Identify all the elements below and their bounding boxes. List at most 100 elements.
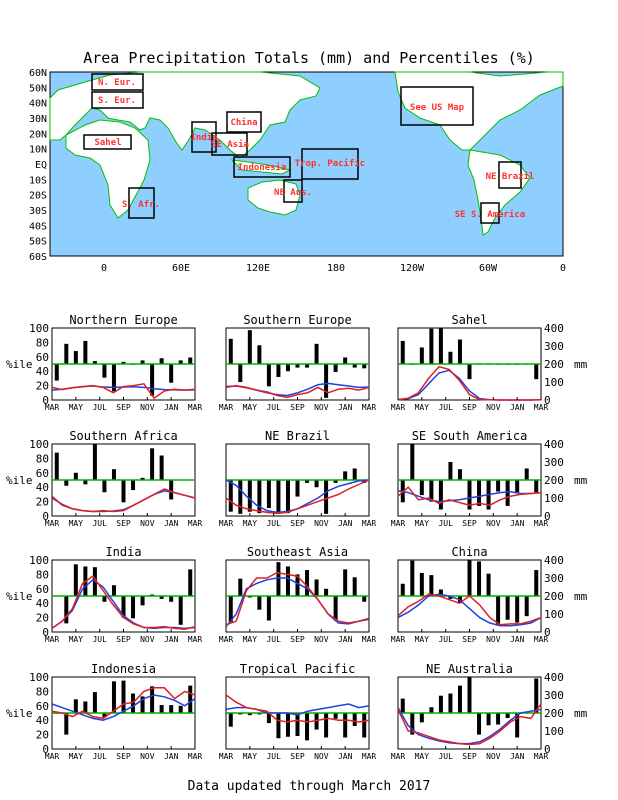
percentile-bar bbox=[467, 364, 472, 380]
map-lon-label: 0 bbox=[101, 263, 107, 274]
percentile-bar bbox=[410, 713, 415, 735]
month-label: MAY bbox=[415, 403, 430, 412]
month-label: MAR bbox=[391, 635, 406, 644]
percentile-bar bbox=[102, 596, 107, 602]
percentile-bar bbox=[400, 583, 405, 596]
percentile-bar bbox=[121, 361, 126, 364]
month-label: JAN bbox=[338, 635, 353, 644]
map-region-box bbox=[400, 86, 474, 126]
percentile-bar bbox=[324, 364, 329, 398]
percentile-bar bbox=[448, 351, 453, 364]
percentile-bar bbox=[276, 480, 281, 514]
month-label: SEP bbox=[116, 752, 131, 761]
percentile-bar bbox=[496, 480, 501, 492]
map-lon-labels: 0 60E 120E 180 120W 60W 0 bbox=[101, 263, 566, 274]
percentile-bar bbox=[64, 343, 69, 364]
percentile-bar bbox=[276, 713, 281, 739]
month-label: JUL bbox=[92, 752, 107, 761]
panel-title: NE Brazil bbox=[265, 429, 330, 443]
right-tick-label: 100 bbox=[544, 376, 564, 389]
left-tick-label: 40 bbox=[36, 597, 49, 610]
percentile-bar bbox=[159, 358, 164, 364]
panel-title: NE Australia bbox=[426, 662, 513, 676]
percentile-bar bbox=[285, 713, 290, 737]
month-label: JUL bbox=[438, 752, 453, 761]
map-region-label: NE Brazil bbox=[486, 171, 535, 182]
month-label: MAR bbox=[534, 635, 549, 644]
percentile-bar bbox=[324, 480, 329, 514]
map-region-box bbox=[226, 111, 262, 133]
month-label: JAN bbox=[510, 752, 525, 761]
panel: Tropical Pacific MAR MAY JUL SEP NOV JAN MAR bbox=[219, 662, 377, 761]
observed-mm-line bbox=[51, 488, 196, 513]
right-tick-label: 400 bbox=[544, 554, 564, 567]
left-tick-label: 80 bbox=[36, 685, 49, 698]
percentile-bar bbox=[266, 596, 271, 621]
left-tick-label: 0 bbox=[42, 394, 49, 407]
right-axis-label: mm bbox=[574, 474, 588, 487]
percentile-bar bbox=[169, 596, 174, 602]
percentile-bar bbox=[343, 569, 348, 596]
month-label: SEP bbox=[462, 403, 477, 412]
percentile-bar bbox=[131, 693, 136, 713]
map-region-box bbox=[128, 187, 155, 219]
left-tick-label: 60 bbox=[36, 351, 49, 364]
right-tick-label: 400 bbox=[544, 438, 564, 451]
month-label: SEP bbox=[116, 519, 131, 528]
map-lon-label: 120E bbox=[246, 263, 270, 274]
percentile-bar bbox=[314, 343, 319, 364]
percentile-bar bbox=[228, 713, 233, 727]
percentile-bar bbox=[92, 444, 97, 480]
panel-title: Tropical Pacific bbox=[240, 662, 356, 676]
percentile-bar bbox=[266, 480, 271, 509]
panel: Southeast Asia MAR MAY JUL SEP NOV JAN MAR bbox=[219, 545, 377, 644]
map-lon-label: 180 bbox=[327, 263, 345, 274]
percentile-bar bbox=[314, 480, 319, 488]
month-label: MAR bbox=[188, 752, 203, 761]
month-label: NOV bbox=[314, 403, 329, 412]
percentile-bar bbox=[343, 357, 348, 364]
panel-title: SE South America bbox=[412, 429, 528, 443]
map-region-box bbox=[283, 179, 303, 203]
percentile-bar bbox=[121, 596, 126, 618]
map-lat-label: 10N bbox=[29, 145, 47, 156]
left-tick-label: 100 bbox=[29, 554, 49, 567]
month-label: JAN bbox=[164, 519, 179, 528]
percentile-bar bbox=[429, 328, 434, 364]
percentile-bar bbox=[477, 561, 482, 596]
observed-mm-line bbox=[225, 479, 370, 515]
left-tick-label: 20 bbox=[36, 612, 49, 625]
footer-note: Data updated through March 2017 bbox=[188, 779, 431, 794]
normal-mm-line bbox=[397, 490, 542, 503]
percentile-bar bbox=[419, 347, 424, 364]
month-label: MAR bbox=[534, 752, 549, 761]
normal-mm-line bbox=[397, 593, 542, 627]
percentile-bar bbox=[257, 345, 262, 364]
map-lon-label: 60W bbox=[479, 263, 498, 274]
month-label: JAN bbox=[510, 635, 525, 644]
percentile-bar bbox=[140, 696, 145, 713]
percentile-bar bbox=[92, 361, 97, 364]
percentile-bar bbox=[352, 468, 357, 480]
percentile-bar bbox=[276, 364, 281, 377]
left-tick-label: 20 bbox=[36, 496, 49, 509]
right-tick-label: 400 bbox=[544, 322, 564, 335]
percentile-bar bbox=[111, 364, 116, 392]
left-tick-label: 80 bbox=[36, 452, 49, 465]
month-label: SEP bbox=[462, 519, 477, 528]
percentile-bar bbox=[467, 560, 472, 596]
map-lat-label: 30S bbox=[29, 206, 47, 217]
month-label: MAR bbox=[391, 752, 406, 761]
month-label: MAY bbox=[415, 752, 430, 761]
left-tick-label: 100 bbox=[29, 671, 49, 684]
observed-mm-line bbox=[51, 382, 196, 400]
month-label: SEP bbox=[116, 403, 131, 412]
panel-title: China bbox=[451, 545, 487, 559]
left-tick-label: 40 bbox=[36, 481, 49, 494]
month-label: JUL bbox=[92, 635, 107, 644]
percentile-bar bbox=[247, 330, 252, 364]
